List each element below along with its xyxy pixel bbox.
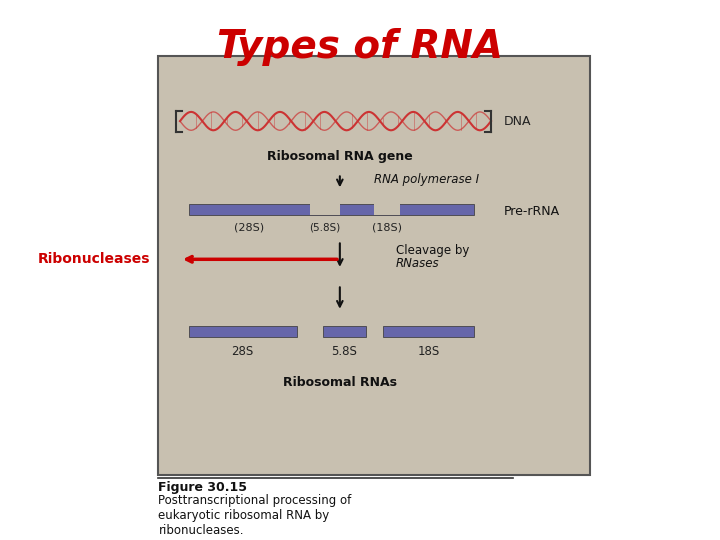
Bar xyxy=(189,204,474,215)
Bar xyxy=(189,326,297,337)
Text: RNases: RNases xyxy=(396,257,440,270)
Bar xyxy=(383,326,474,337)
Text: Cleavage by: Cleavage by xyxy=(396,245,469,258)
Text: Figure 30.15: Figure 30.15 xyxy=(158,481,248,494)
Text: Ribonucleases: Ribonucleases xyxy=(37,252,150,266)
Text: Posttranscriptional processing of
eukaryotic ribosomal RNA by
ribonucleases.: Posttranscriptional processing of eukary… xyxy=(158,494,351,537)
Bar xyxy=(310,204,340,215)
Bar xyxy=(374,204,400,215)
Text: 18S: 18S xyxy=(418,345,439,358)
Text: 5.8S: 5.8S xyxy=(331,345,357,358)
Text: DNA: DNA xyxy=(504,114,531,127)
Text: (5.8S): (5.8S) xyxy=(309,223,341,233)
Text: (28S): (28S) xyxy=(234,223,264,233)
Text: (18S): (18S) xyxy=(372,223,402,233)
Text: Types of RNA: Types of RNA xyxy=(217,28,503,66)
FancyBboxPatch shape xyxy=(158,56,590,475)
Bar xyxy=(323,326,366,337)
Text: RNA polymerase I: RNA polymerase I xyxy=(374,173,480,186)
Text: Pre-rRNA: Pre-rRNA xyxy=(504,205,560,218)
Text: 28S: 28S xyxy=(232,345,253,358)
Text: Ribosomal RNA gene: Ribosomal RNA gene xyxy=(267,150,413,163)
Text: Ribosomal RNAs: Ribosomal RNAs xyxy=(283,376,397,389)
